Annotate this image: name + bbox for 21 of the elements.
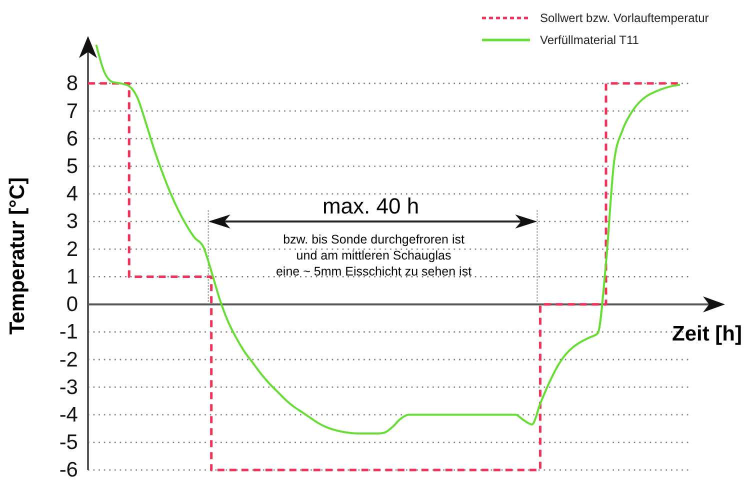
y-tick-label: 2	[66, 238, 78, 261]
y-tick-label: -2	[59, 348, 78, 372]
y-tick-label: 0	[66, 293, 78, 316]
y-axis-title: Temperatur [°C]	[6, 177, 29, 335]
y-tick-label: -5	[59, 431, 78, 454]
legend-label: Verfüllmaterial T11	[540, 33, 640, 47]
y-tick-label: 5	[66, 154, 78, 178]
y-tick-label: 8	[66, 72, 78, 96]
y-tick-label: 6	[66, 127, 78, 150]
y-tick-label: -6	[59, 458, 78, 482]
y-tick-label: -3	[59, 376, 78, 399]
x-axis-title: Zeit [h]	[672, 322, 742, 346]
y-tick-label: -4	[59, 403, 78, 426]
y-tick-label: 1	[66, 265, 78, 288]
y-tick-label: -1	[59, 320, 78, 344]
annotation: max. 40 h	[322, 193, 420, 218]
annotation: bzw. bis Sonde durchgefroren ist und am mittleren Schauglas eine ~ 5mm Eisschicht zu sehen ist	[276, 232, 472, 278]
y-tick-label: 4	[66, 182, 78, 206]
y-tick-label: 3	[66, 210, 78, 234]
legend-label: Sollwert bzw. Vorlauftemperatur	[540, 11, 709, 25]
y-tick-label: 7	[66, 100, 78, 123]
